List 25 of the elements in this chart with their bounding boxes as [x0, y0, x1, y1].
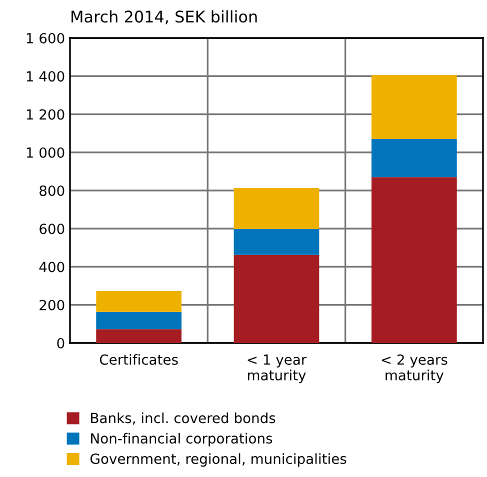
bar — [96, 312, 182, 330]
legend-label: Non-financial corporations — [91, 432, 272, 446]
y-tick-label: 200 — [40, 300, 64, 310]
y-tick-label: 400 — [39, 262, 64, 272]
y-tick-label: 1 000 — [26, 147, 64, 158]
bar — [234, 254, 320, 343]
x-tick-label: Certificates — [100, 354, 178, 365]
y-tick-label: 0 — [57, 338, 64, 348]
x-tick-label: < 2 years maturity — [382, 354, 448, 384]
y-tick-label: 1 400 — [26, 71, 64, 82]
y-tick-label: 600 — [40, 224, 64, 234]
chart-title: March 2014, SEK billion — [72, 10, 257, 24]
bar — [96, 290, 182, 312]
bar — [234, 188, 320, 230]
bar — [371, 75, 457, 140]
legend-label: Banks, incl. covered bonds — [91, 412, 276, 425]
legend-label: Government, regional, municipalities — [90, 453, 346, 467]
bar — [96, 329, 182, 343]
bar — [234, 229, 320, 255]
bar — [371, 139, 457, 178]
y-tick-label: 800 — [40, 185, 64, 196]
x-tick-label: < 1 year maturity — [248, 354, 307, 384]
bar — [371, 177, 457, 343]
y-tick-label: 1 600 — [26, 32, 64, 44]
y-tick-label: 1 200 — [26, 109, 64, 120]
